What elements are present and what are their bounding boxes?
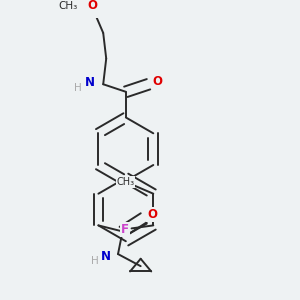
Text: N: N [85, 76, 94, 89]
Text: O: O [147, 208, 157, 221]
Text: O: O [152, 75, 162, 88]
Text: O: O [88, 0, 98, 12]
Text: N: N [101, 250, 111, 263]
Text: F: F [121, 224, 129, 236]
Text: CH₃: CH₃ [116, 177, 135, 187]
Text: H: H [91, 256, 98, 266]
Text: H: H [74, 83, 81, 93]
Text: CH₃: CH₃ [58, 1, 77, 11]
